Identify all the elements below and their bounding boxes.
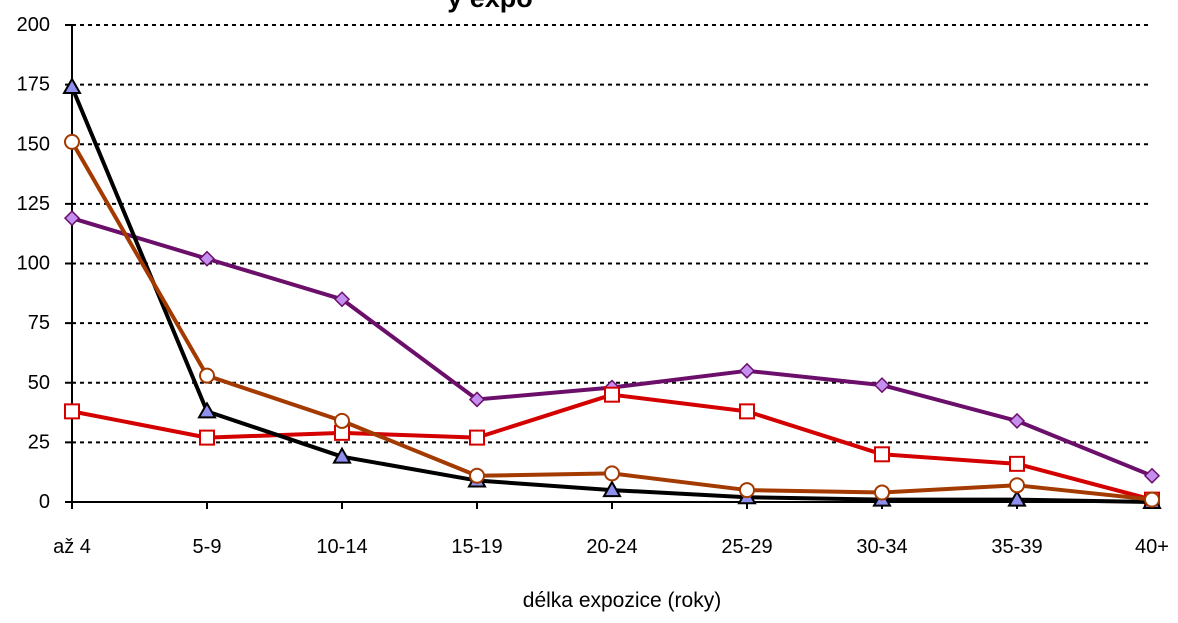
series-line bbox=[70, 140, 1153, 502]
series-line bbox=[70, 86, 1153, 504]
series-4 bbox=[64, 133, 1160, 508]
data-point-circle bbox=[64, 133, 80, 150]
data-point-square bbox=[1009, 455, 1025, 472]
gridlines bbox=[72, 24, 1152, 444]
data-point-square bbox=[874, 446, 890, 463]
data-point-diamond bbox=[1008, 412, 1026, 429]
data-point-square bbox=[739, 403, 755, 420]
x-axis-title: délka expozice (roky) bbox=[523, 589, 721, 612]
data-point-circle bbox=[199, 367, 215, 384]
y-tick-label: 25 bbox=[28, 431, 50, 453]
data-point-diamond bbox=[333, 291, 351, 308]
y-tick-label: 0 bbox=[39, 491, 50, 513]
data-point-diamond bbox=[1143, 467, 1161, 484]
data-point-diamond bbox=[738, 362, 756, 379]
x-tick-label: až 4 bbox=[53, 536, 91, 558]
x-tick-label: 30-34 bbox=[856, 536, 907, 558]
x-tick-label: 35-39 bbox=[991, 536, 1042, 558]
y-tick-label: 50 bbox=[28, 372, 50, 394]
y-tick-label: 200 bbox=[17, 14, 50, 36]
x-tick-label: 15-19 bbox=[451, 536, 502, 558]
y-tick-label: 125 bbox=[17, 193, 50, 215]
data-point-triangle bbox=[602, 480, 622, 498]
y-tick-label: 100 bbox=[17, 253, 50, 275]
x-tick-label: 40+ bbox=[1135, 536, 1169, 558]
data-point-triangle bbox=[332, 446, 352, 464]
y-tick-label: 75 bbox=[28, 312, 50, 334]
data-point-diamond bbox=[198, 250, 216, 267]
data-point-circle bbox=[1009, 477, 1025, 494]
data-point-circle bbox=[604, 465, 620, 482]
data-point-diamond bbox=[873, 377, 891, 394]
data-point-circle bbox=[874, 484, 890, 501]
data-point-circle bbox=[469, 467, 485, 484]
chart-title: y expo bbox=[447, 0, 533, 13]
series-layer bbox=[62, 76, 1162, 509]
data-point-triangle bbox=[197, 401, 217, 419]
y-tick-label: 175 bbox=[17, 74, 50, 96]
data-point-square bbox=[604, 386, 620, 403]
x-tick-label: 25-29 bbox=[721, 536, 772, 558]
data-point-diamond bbox=[468, 391, 486, 408]
data-point-circle bbox=[334, 412, 350, 429]
x-tick-label: 20-24 bbox=[586, 536, 637, 558]
data-point-square bbox=[469, 429, 485, 446]
y-axis-ticks: 0 25 50 75 100 125 150 175 200 bbox=[17, 14, 72, 513]
y-tick-label: 150 bbox=[17, 133, 50, 155]
data-point-circle bbox=[739, 482, 755, 499]
x-tick-label: 5-9 bbox=[193, 536, 222, 558]
data-point-triangle bbox=[1007, 489, 1027, 507]
series-2 bbox=[64, 386, 1160, 508]
data-point-triangle bbox=[62, 76, 82, 95]
data-point-circle bbox=[1144, 491, 1160, 508]
data-point-diamond bbox=[63, 210, 81, 227]
x-axis-ticks: až 4 5-9 10-14 15-19 20-24 25-29 30-34 35-39 40+ bbox=[53, 502, 1169, 558]
x-tick-label: 10-14 bbox=[316, 536, 367, 558]
data-point-square bbox=[64, 403, 80, 420]
data-point-square bbox=[199, 429, 215, 446]
